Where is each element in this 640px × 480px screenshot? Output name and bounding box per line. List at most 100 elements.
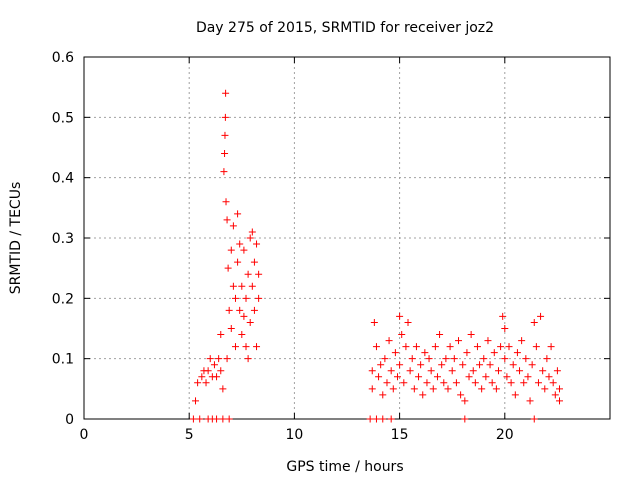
x-tick-label: 5 bbox=[185, 427, 194, 443]
data-point bbox=[219, 415, 227, 423]
y-tick-label: 0.1 bbox=[52, 352, 74, 368]
data-point bbox=[391, 349, 399, 357]
data-point bbox=[433, 373, 441, 381]
data-point bbox=[556, 385, 564, 393]
y-tick-label: 0 bbox=[65, 412, 74, 428]
data-point bbox=[379, 415, 387, 423]
data-point bbox=[494, 367, 502, 375]
x-axis-label: GPS time / hours bbox=[286, 459, 403, 475]
data-point bbox=[240, 246, 248, 254]
data-point bbox=[387, 367, 395, 375]
data-point bbox=[417, 361, 425, 369]
y-tick-label: 0.5 bbox=[52, 110, 74, 126]
data-point bbox=[253, 240, 261, 248]
data-point bbox=[393, 373, 401, 381]
data-point bbox=[372, 343, 380, 351]
data-point bbox=[385, 337, 393, 345]
data-point bbox=[471, 379, 479, 387]
data-point bbox=[238, 331, 246, 339]
data-point bbox=[522, 355, 530, 363]
data-point bbox=[242, 343, 250, 351]
data-point bbox=[398, 331, 406, 339]
data-point bbox=[234, 210, 242, 218]
data-point bbox=[396, 312, 404, 320]
data-point bbox=[213, 415, 221, 423]
data-point bbox=[381, 355, 389, 363]
data-point bbox=[501, 355, 509, 363]
data-point bbox=[556, 397, 564, 405]
data-point bbox=[219, 385, 227, 393]
data-point bbox=[469, 367, 477, 375]
data-point bbox=[387, 415, 395, 423]
x-tick-label: 10 bbox=[285, 427, 303, 443]
data-point bbox=[518, 337, 526, 345]
data-point bbox=[404, 318, 412, 326]
data-point bbox=[217, 367, 225, 375]
data-point bbox=[488, 379, 496, 387]
data-point bbox=[383, 379, 391, 387]
axis-ticks: 0 0.1 0.2 0.3 0.4 0.5 0.6 0 5 10 15 20 bbox=[52, 50, 610, 443]
data-point bbox=[248, 282, 256, 290]
data-point bbox=[501, 325, 509, 332]
data-point bbox=[436, 331, 444, 339]
data-point bbox=[427, 367, 435, 375]
data-point bbox=[543, 355, 551, 363]
data-point bbox=[213, 373, 221, 381]
data-point bbox=[236, 306, 244, 314]
x-tick-label: 15 bbox=[391, 427, 409, 443]
data-point bbox=[553, 367, 561, 375]
data-point bbox=[452, 379, 460, 387]
data-point bbox=[231, 294, 239, 302]
data-point bbox=[537, 312, 545, 320]
data-point bbox=[221, 131, 229, 139]
data-point bbox=[551, 391, 559, 399]
data-point bbox=[227, 325, 235, 332]
data-point bbox=[220, 168, 228, 176]
data-point bbox=[389, 385, 397, 393]
data-point bbox=[448, 367, 456, 375]
data-point bbox=[366, 415, 374, 423]
data-point bbox=[423, 379, 431, 387]
data-point bbox=[215, 355, 223, 363]
data-point bbox=[539, 367, 547, 375]
data-point bbox=[255, 294, 263, 302]
data-point bbox=[227, 246, 235, 254]
data-point bbox=[408, 355, 416, 363]
data-point bbox=[513, 349, 521, 357]
data-point bbox=[438, 361, 446, 369]
data-point bbox=[497, 343, 505, 351]
data-point bbox=[231, 343, 239, 351]
data-point bbox=[473, 343, 481, 351]
data-point bbox=[253, 343, 261, 351]
data-point bbox=[461, 397, 469, 405]
data-point bbox=[242, 294, 250, 302]
data-point bbox=[248, 228, 256, 236]
data-point bbox=[412, 343, 420, 351]
data-point bbox=[516, 367, 524, 375]
data-point bbox=[194, 379, 202, 387]
data-point bbox=[229, 222, 237, 230]
data-point bbox=[400, 379, 408, 387]
data-point bbox=[238, 282, 246, 290]
data-point bbox=[476, 361, 484, 369]
data-point bbox=[541, 385, 549, 393]
data-point bbox=[509, 361, 517, 369]
data-point bbox=[461, 415, 469, 423]
data-point bbox=[225, 306, 233, 314]
data-point bbox=[457, 391, 465, 399]
data-point bbox=[482, 373, 490, 381]
data-point bbox=[507, 379, 515, 387]
data-point bbox=[368, 367, 376, 375]
data-point bbox=[524, 373, 532, 381]
data-point bbox=[255, 270, 263, 278]
data-point bbox=[370, 318, 378, 326]
data-point bbox=[206, 355, 214, 363]
y-tick-label: 0.2 bbox=[52, 291, 74, 307]
data-point bbox=[478, 385, 486, 393]
data-point bbox=[511, 391, 519, 399]
data-point bbox=[520, 379, 528, 387]
data-point bbox=[431, 343, 439, 351]
chart-title: Day 275 of 2015, SRMTID for receiver joz… bbox=[196, 20, 494, 36]
data-point bbox=[421, 349, 429, 357]
